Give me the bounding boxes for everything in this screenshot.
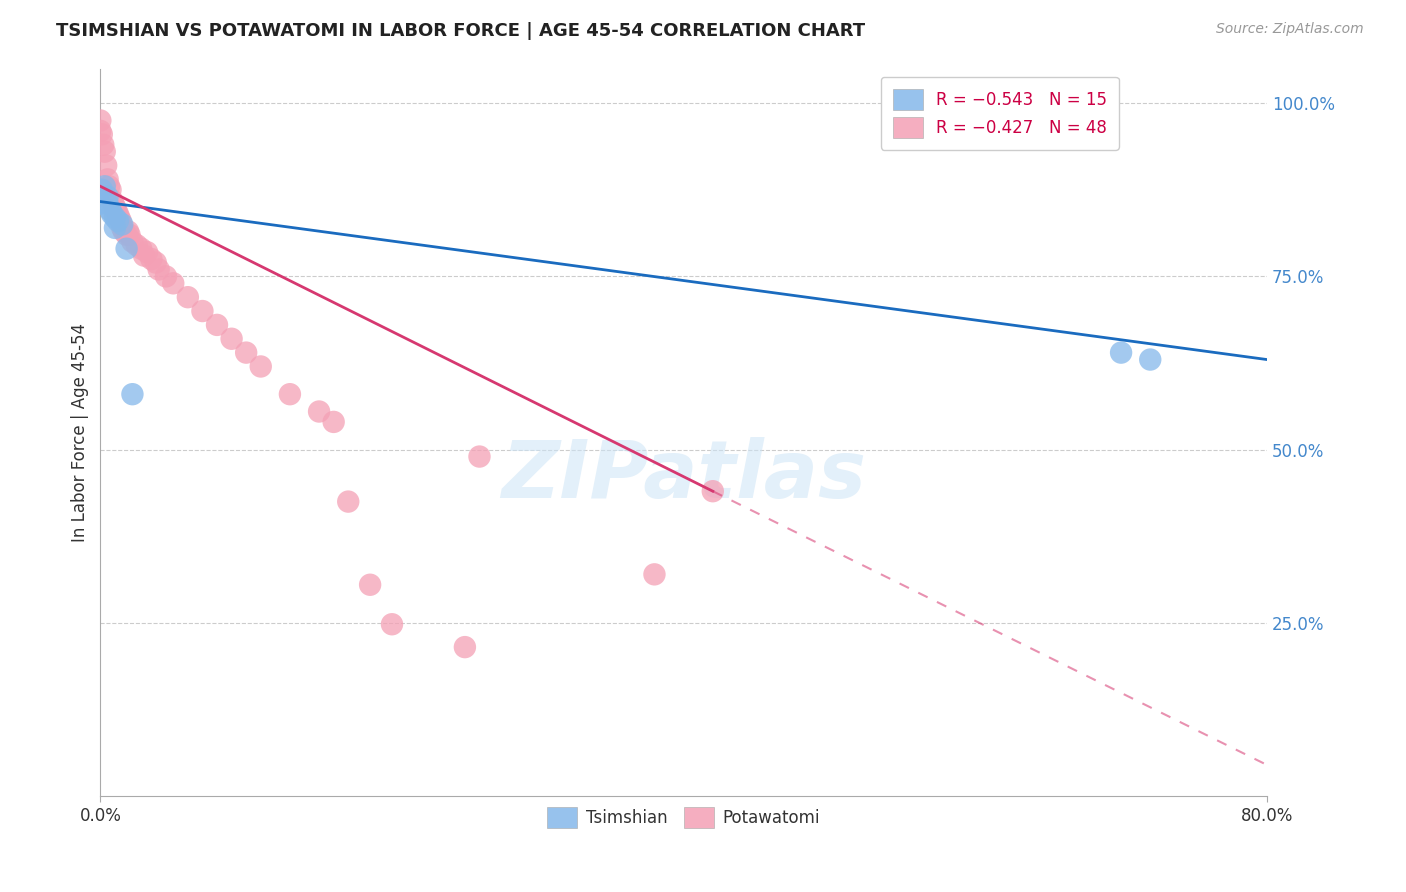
Point: [125, 238, 148, 252]
Point: [249, 359, 271, 374]
Point: [90, 183, 112, 197]
Point: [111, 220, 134, 235]
Point: [235, 345, 257, 359]
Point: [107, 207, 129, 221]
Point: [90, 128, 112, 142]
Legend: Tsimshian, Potawatomi: Tsimshian, Potawatomi: [541, 800, 827, 835]
Point: [105, 203, 128, 218]
Point: [132, 249, 155, 263]
Point: [1109, 345, 1132, 359]
Point: [104, 220, 127, 235]
Point: [468, 450, 491, 464]
Point: [97, 196, 120, 211]
Point: [643, 567, 665, 582]
Point: [191, 304, 214, 318]
Text: ZIPatlas: ZIPatlas: [501, 437, 866, 515]
Point: [121, 387, 143, 401]
Point: [97, 172, 120, 186]
Point: [454, 640, 477, 654]
Point: [177, 290, 200, 304]
Point: [308, 404, 330, 418]
Text: Source: ZipAtlas.com: Source: ZipAtlas.com: [1216, 22, 1364, 37]
Point: [104, 200, 127, 214]
Point: [337, 494, 360, 508]
Point: [93, 179, 115, 194]
Point: [162, 277, 184, 291]
Point: [100, 183, 122, 197]
Point: [104, 211, 127, 225]
Point: [221, 332, 243, 346]
Point: [117, 224, 139, 238]
Point: [141, 252, 163, 266]
Point: [97, 190, 120, 204]
Point: [111, 218, 134, 232]
Point: [107, 214, 129, 228]
Point: [359, 578, 381, 592]
Point: [89, 124, 111, 138]
Point: [381, 617, 404, 632]
Point: [91, 137, 114, 152]
Point: [115, 227, 138, 242]
Y-axis label: In Labor Force | Age 45-54: In Labor Force | Age 45-54: [72, 323, 89, 541]
Point: [101, 193, 124, 207]
Point: [278, 387, 301, 401]
Point: [110, 214, 132, 228]
Point: [145, 255, 167, 269]
Point: [1139, 352, 1161, 367]
Point: [100, 203, 122, 218]
Point: [205, 318, 228, 332]
Point: [115, 242, 138, 256]
Point: [112, 224, 135, 238]
Point: [121, 235, 143, 249]
Point: [96, 159, 118, 173]
Point: [98, 179, 121, 194]
Point: [104, 207, 127, 221]
Point: [136, 245, 159, 260]
Point: [101, 207, 124, 221]
Point: [108, 211, 131, 225]
Point: [118, 227, 141, 242]
Point: [322, 415, 344, 429]
Point: [89, 113, 111, 128]
Point: [103, 196, 125, 211]
Point: [155, 269, 177, 284]
Point: [702, 484, 724, 499]
Point: [148, 262, 170, 277]
Point: [89, 196, 111, 211]
Point: [129, 242, 152, 256]
Point: [93, 145, 115, 159]
Text: TSIMSHIAN VS POTAWATOMI IN LABOR FORCE | AGE 45-54 CORRELATION CHART: TSIMSHIAN VS POTAWATOMI IN LABOR FORCE |…: [56, 22, 865, 40]
